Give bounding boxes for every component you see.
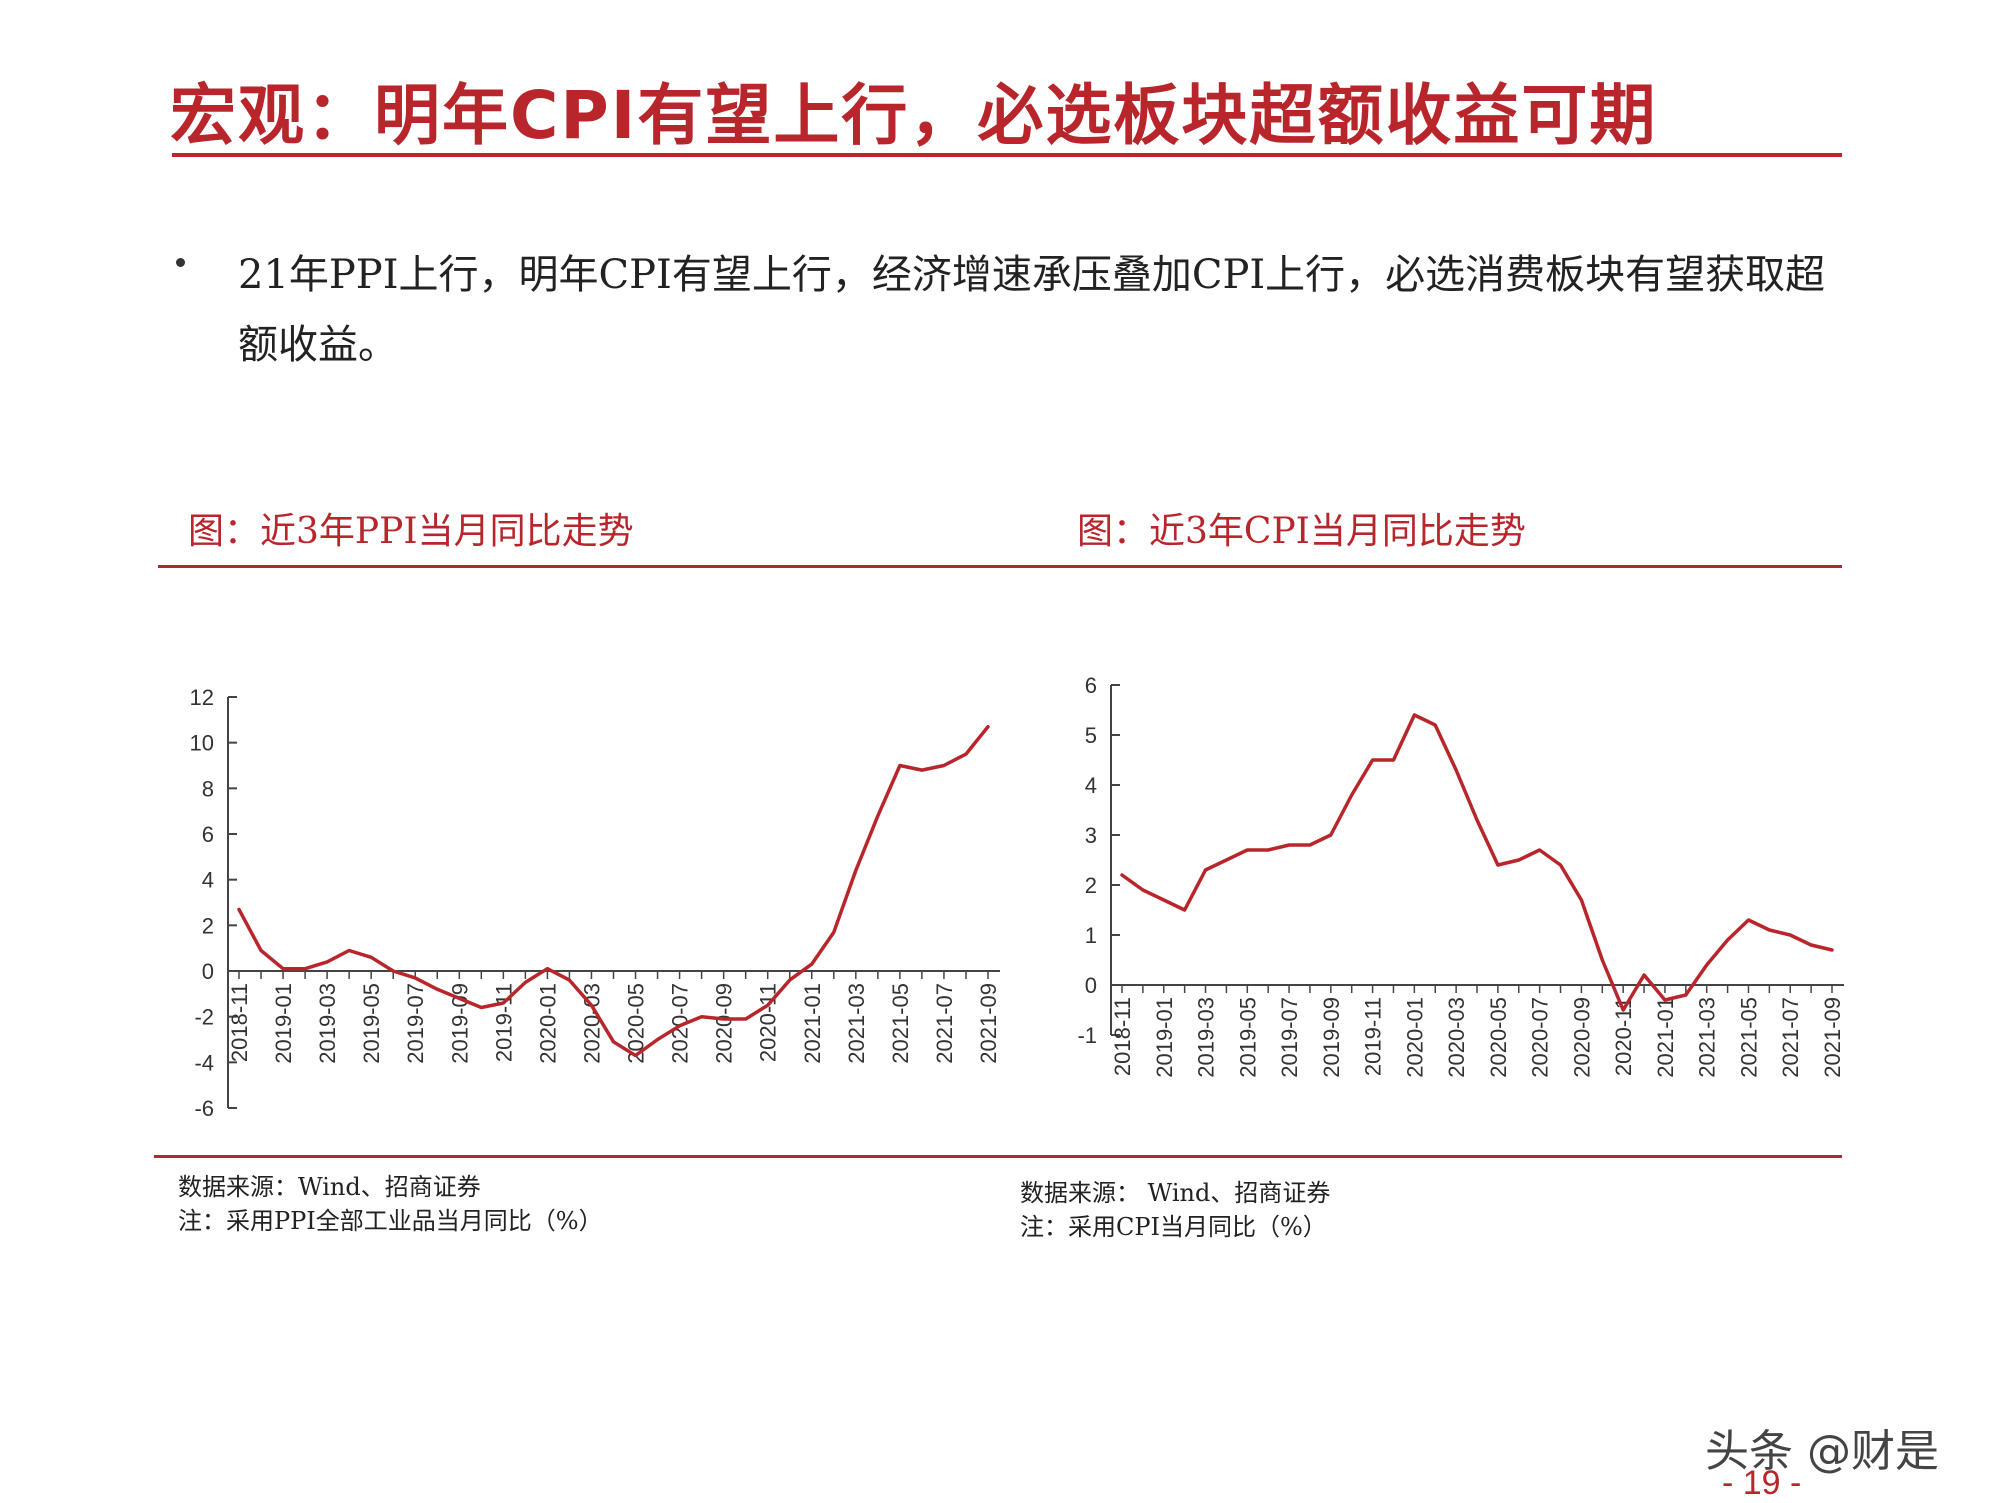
ppi-x-tick-label: 2021-01 xyxy=(800,983,825,1064)
ppi-figure-title: 图：近3年PPI当月同比走势 xyxy=(188,511,634,552)
cpi-y-tick-label: 3 xyxy=(1085,823,1097,848)
cpi-x-tick-label: 2021-05 xyxy=(1736,997,1761,1078)
cpi-x-tick-label: 2019-09 xyxy=(1319,997,1344,1078)
ppi-source-note: 数据来源：Wind、招商证券 xyxy=(178,1173,481,1201)
cpi-x-tick-label: 2021-03 xyxy=(1695,997,1720,1078)
ppi-y-tick-label: 4 xyxy=(202,868,214,893)
ppi-y-tick-label: 6 xyxy=(202,822,214,847)
cpi-x-tick-label: 2018-11 xyxy=(1110,997,1135,1076)
figure-title-divider xyxy=(158,565,1842,568)
cpi-x-tick-label: 2021-01 xyxy=(1653,997,1678,1078)
ppi-y-tick-label: -2 xyxy=(194,1005,214,1030)
ppi-x-tick-label: 2021-07 xyxy=(932,983,957,1064)
cpi-source-note: 数据来源： Wind、招商证券 xyxy=(1020,1179,1331,1207)
ppi-y-tick-label: 8 xyxy=(202,776,214,801)
cpi-y-tick-label: 0 xyxy=(1085,973,1097,998)
ppi-y-tick-label: 12 xyxy=(190,685,214,710)
title-divider xyxy=(172,153,1842,157)
bullet-icon xyxy=(176,258,185,267)
cpi-x-tick-label: 2020-05 xyxy=(1486,997,1511,1078)
cpi-figure-title: 图：近3年CPI当月同比走势 xyxy=(1077,511,1526,552)
cpi-x-tick-label: 2019-03 xyxy=(1194,997,1219,1078)
cpi-x-tick-label: 2020-01 xyxy=(1402,997,1427,1078)
cpi-series-line xyxy=(1120,713,1834,1012)
ppi-y-tick-label: 0 xyxy=(202,959,214,984)
ppi-x-tick-label: 2019-05 xyxy=(359,983,384,1064)
cpi-x-tick-label: 2019-01 xyxy=(1152,997,1177,1078)
cpi-y-tick-label: 1 xyxy=(1085,923,1097,948)
cpi-y-tick-label: 2 xyxy=(1085,873,1097,898)
ppi-y-tick-label: -6 xyxy=(194,1096,214,1121)
ppi-x-tick-label: 2021-09 xyxy=(976,983,1001,1064)
ppi-method-note: 注：采用PPI全部工业品当月同比（%） xyxy=(178,1207,603,1235)
ppi-x-tick-label: 2021-03 xyxy=(844,983,869,1064)
slide-title: 宏观：明年CPI有望上行，必选板块超额收益可期 xyxy=(170,77,1658,154)
ppi-x-tick-label: 2021-05 xyxy=(888,983,913,1064)
cpi-x-tick-label: 2019-11 xyxy=(1361,997,1386,1076)
cpi-x-tick-label: 2020-03 xyxy=(1444,997,1469,1078)
ppi-series-line xyxy=(237,724,990,1058)
bullet-text: 21年PPI上行，明年CPI有望上行，经济增速承压叠加CPI上行，必选消费板块有… xyxy=(238,252,1826,368)
cpi-x-tick-label: 2019-05 xyxy=(1235,997,1260,1078)
ppi-line-chart: 12 10 8 6 4 2 0 -2 -4 -6 2018-11 2019-01 2019-03 2019… xyxy=(190,685,1001,1121)
cpi-x-tick-label: 2021-09 xyxy=(1820,997,1845,1078)
ppi-x-tick-label: 2019-01 xyxy=(271,983,296,1064)
ppi-x-tick-label: 2019-03 xyxy=(315,983,340,1064)
cpi-y-tick-label: 4 xyxy=(1085,773,1097,798)
cpi-method-note: 注：采用CPI当月同比（%） xyxy=(1020,1213,1327,1241)
cpi-x-tick-label: 2020-07 xyxy=(1528,997,1553,1078)
ppi-y-tick-label: 2 xyxy=(202,913,214,938)
cpi-line-chart: 6 5 4 3 2 1 0 -1 2018-11 2019-01 2019-03 2019-05 201… xyxy=(1077,673,1845,1078)
ppi-x-tick-label: 2020-09 xyxy=(712,983,737,1064)
watermark: 头条 @财是 xyxy=(1705,1426,1939,1477)
ppi-x-tick-label: 2018-11 xyxy=(227,983,252,1062)
cpi-y-tick-label: 6 xyxy=(1085,673,1097,698)
cpi-x-tick-label: 2019-07 xyxy=(1277,997,1302,1078)
cpi-y-tick-label: 5 xyxy=(1085,723,1097,748)
ppi-x-tick-label: 2020-01 xyxy=(535,983,560,1064)
ppi-y-tick-label: -4 xyxy=(194,1050,214,1075)
ppi-x-tick-label: 2019-07 xyxy=(403,983,428,1064)
page-number: - 19 - xyxy=(1722,1464,1802,1502)
ppi-y-tick-label: 10 xyxy=(190,731,214,756)
cpi-x-tick-label: 2020-09 xyxy=(1569,997,1594,1078)
cpi-x-tick-label: 2021-07 xyxy=(1778,997,1803,1078)
figure-bottom-divider xyxy=(154,1155,1842,1158)
cpi-y-tick-label: -1 xyxy=(1077,1023,1097,1048)
